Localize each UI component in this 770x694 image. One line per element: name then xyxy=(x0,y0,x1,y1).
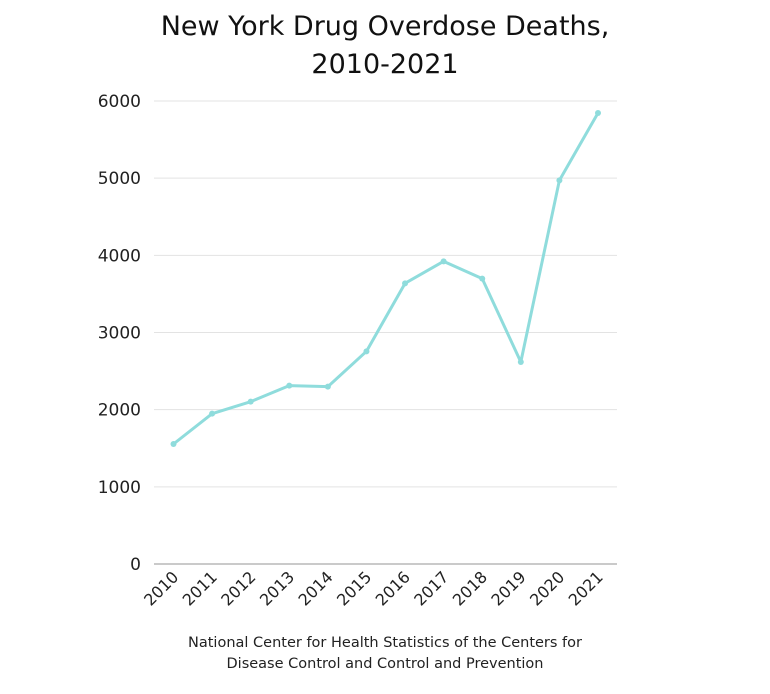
chart-title-line-1: New York Drug Overdose Deaths, xyxy=(160,11,610,42)
source-line-1: National Center for Health Statistics of… xyxy=(188,635,582,651)
x-tick-label: 2014 xyxy=(294,567,336,609)
data-point xyxy=(595,109,601,116)
y-tick-label: 5000 xyxy=(98,169,141,189)
x-tick-label: 2015 xyxy=(333,567,375,609)
data-point xyxy=(556,177,563,184)
data-point xyxy=(247,398,254,405)
data-point xyxy=(440,258,447,265)
x-tick-label: 2010 xyxy=(140,567,182,609)
series-line xyxy=(172,112,600,446)
y-tick-label: 4000 xyxy=(98,246,141,266)
data-point xyxy=(286,382,293,389)
y-tick-label: 2000 xyxy=(98,401,141,421)
x-tick-label: 2018 xyxy=(449,567,491,609)
x-tick-label: 2021 xyxy=(565,567,607,609)
x-tick-label: 2019 xyxy=(487,567,529,609)
y-tick-label: 3000 xyxy=(98,324,141,344)
x-tick-label: 2011 xyxy=(179,567,221,609)
chart-source: National Center for Health Statistics of… xyxy=(0,633,770,675)
x-tick-label: 2020 xyxy=(526,567,568,609)
source-line-2: Disease Control and Control and Preventi… xyxy=(226,656,544,672)
data-point xyxy=(479,275,486,282)
chart-title-line-2: 2010-2021 xyxy=(311,49,459,80)
data-point xyxy=(324,383,331,390)
y-tick-label: 1000 xyxy=(98,478,141,498)
x-tick-label: 2017 xyxy=(410,567,452,609)
y-tick-label: 0 xyxy=(130,555,141,575)
x-tick-label: 2012 xyxy=(217,567,259,609)
data-point xyxy=(209,410,216,417)
x-tick-label: 2013 xyxy=(256,567,298,609)
data-point xyxy=(517,358,524,365)
x-tick-label: 2016 xyxy=(372,567,414,609)
y-tick-label: 6000 xyxy=(98,92,141,112)
chart-title: New York Drug Overdose Deaths, 2010-2021 xyxy=(0,8,770,84)
data-point xyxy=(402,280,409,287)
data-point xyxy=(363,348,370,355)
data-point xyxy=(170,441,177,448)
